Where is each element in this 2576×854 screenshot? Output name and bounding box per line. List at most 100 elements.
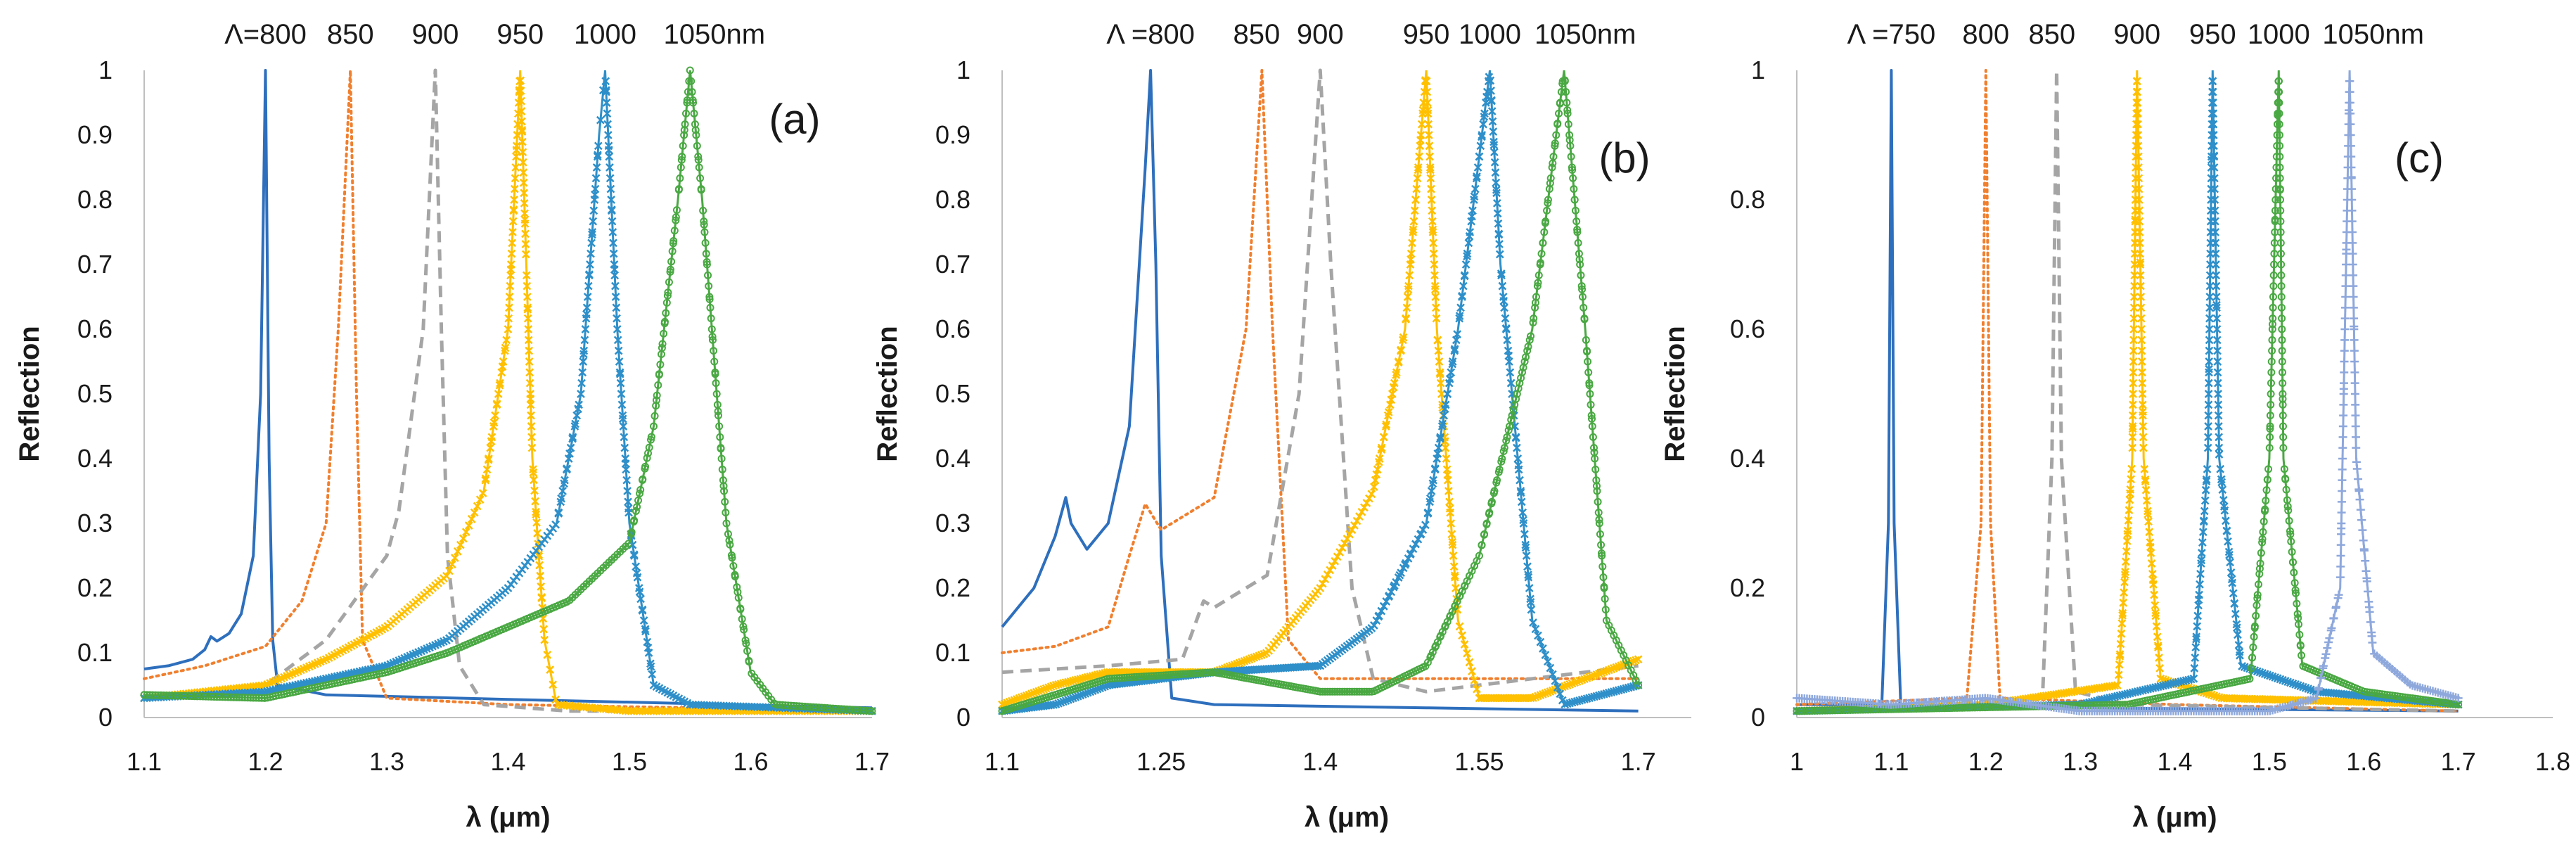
data-marker: [650, 422, 658, 431]
data-marker: [1110, 674, 1119, 682]
data-marker: [582, 314, 591, 323]
data-marker: [1414, 165, 1423, 174]
data-marker: [1042, 684, 1051, 693]
data-marker: [1948, 703, 1956, 712]
data-marker: [1184, 670, 1192, 678]
data-marker: [632, 506, 640, 515]
data-marker: [1487, 87, 1496, 95]
data-marker: [202, 692, 210, 701]
data-marker: [2208, 77, 2217, 86]
data-marker: [448, 560, 456, 569]
x-tick-label: 1.3: [2063, 747, 2098, 776]
data-marker: [505, 303, 513, 312]
data-marker: [246, 694, 255, 702]
data-marker: [1020, 692, 1029, 701]
data-marker: [2249, 643, 2257, 651]
data-marker: [2202, 477, 2211, 485]
data-marker: [2275, 88, 2283, 96]
data-marker: [1125, 673, 1134, 682]
data-marker: [525, 346, 534, 355]
data-marker: [1504, 426, 1513, 435]
data-marker: [1575, 676, 1584, 685]
x-tick-label: 1.1: [985, 747, 1020, 776]
data-marker: [1025, 690, 1034, 699]
data-marker: [501, 346, 509, 355]
data-marker: [1525, 584, 1534, 592]
data-marker: [2347, 174, 2356, 183]
data-marker: [2141, 477, 2150, 485]
data-marker: [629, 517, 638, 525]
data-marker: [2341, 293, 2350, 301]
data-marker: [715, 412, 722, 420]
data-marker: [1365, 494, 1373, 503]
data-marker: [1488, 117, 1497, 126]
data-marker: [2291, 586, 2300, 594]
data-marker: [2126, 485, 2135, 494]
data-marker: [1392, 368, 1401, 377]
data-marker: [1577, 675, 1587, 684]
data-marker: [1120, 673, 1129, 682]
data-marker: [1427, 651, 1435, 660]
data-marker: [2134, 163, 2143, 172]
data-marker: [2198, 538, 2207, 547]
data-marker: [543, 650, 552, 659]
data-marker: [2341, 271, 2350, 280]
data-marker: [584, 271, 594, 280]
data-marker: [678, 153, 686, 161]
data-marker: [1591, 454, 1599, 463]
data-marker: [486, 443, 495, 452]
data-marker: [2276, 250, 2285, 258]
data-marker: [2218, 485, 2227, 495]
data-marker: [1037, 686, 1046, 695]
data-marker: [487, 433, 496, 442]
data-marker: [605, 174, 615, 183]
y-tick-label: 0.9: [935, 120, 970, 149]
period-label: 1000: [2248, 19, 2310, 50]
data-marker: [623, 487, 632, 495]
data-marker: [1201, 668, 1210, 677]
data-marker: [1434, 346, 1443, 355]
data-marker: [1614, 662, 1623, 671]
data-marker: [1556, 689, 1565, 699]
data-marker: [1455, 314, 1464, 323]
data-marker: [2212, 293, 2221, 301]
data-marker: [1600, 668, 1608, 676]
data-marker: [1432, 303, 1440, 312]
data-marker: [1442, 454, 1451, 463]
data-marker: [578, 368, 587, 377]
data-marker: [1470, 561, 1479, 570]
data-marker: [1498, 281, 1507, 291]
data-marker: [1174, 670, 1183, 679]
data-marker: [670, 227, 679, 235]
data-marker: [2266, 433, 2274, 441]
data-marker: [1427, 196, 1436, 204]
data-marker: [1383, 411, 1392, 420]
data-marker: [539, 625, 549, 634]
data-marker: [1177, 670, 1185, 679]
y-tick-label: 0.3: [77, 509, 113, 537]
data-marker: [549, 680, 558, 689]
data-marker: [2346, 109, 2355, 118]
data-marker: [1132, 673, 1141, 681]
data-marker: [797, 702, 806, 710]
data-marker: [644, 649, 653, 657]
data-marker: [2225, 550, 2234, 559]
data-marker: [1590, 444, 1598, 452]
data-marker: [1468, 667, 1476, 676]
data-marker: [560, 476, 569, 485]
y-tick-label: 0.1: [77, 638, 113, 667]
data-marker: [148, 691, 157, 699]
data-marker: [2268, 347, 2276, 355]
data-marker: [713, 400, 722, 409]
data-marker: [232, 693, 241, 701]
data-marker: [607, 206, 616, 215]
data-marker: [1444, 487, 1453, 495]
data-marker: [2329, 613, 2338, 623]
data-marker: [1961, 703, 1969, 712]
data-marker: [249, 694, 257, 702]
data-marker: [1570, 185, 1578, 193]
data-marker: [1429, 476, 1438, 485]
data-marker: [2120, 578, 2129, 587]
data-marker: [1593, 487, 1601, 495]
data-marker: [1375, 454, 1384, 463]
